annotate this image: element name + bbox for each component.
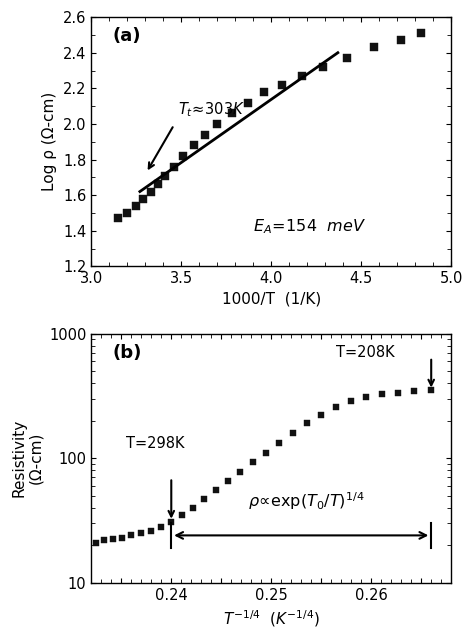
Text: T=298K: T=298K xyxy=(126,436,185,451)
Text: $T_t\!\approx\!303K$: $T_t\!\approx\!303K$ xyxy=(178,100,245,118)
Y-axis label: Log ρ (Ω-cm): Log ρ (Ω-cm) xyxy=(42,92,57,191)
Text: (b): (b) xyxy=(113,344,142,362)
X-axis label: 1000/T  (1/K): 1000/T (1/K) xyxy=(222,292,321,307)
Text: $\rho\!\propto\!\exp(T_0/T)^{1/4}$: $\rho\!\propto\!\exp(T_0/T)^{1/4}$ xyxy=(248,490,365,512)
Text: (a): (a) xyxy=(113,27,141,45)
X-axis label: $T^{-1/4}$  $(K^{-1/4})$: $T^{-1/4}$ $(K^{-1/4})$ xyxy=(223,608,320,629)
Y-axis label: Resistivity
(Ω-cm): Resistivity (Ω-cm) xyxy=(11,419,44,497)
Text: T=208K: T=208K xyxy=(336,346,395,360)
Text: $E_A\!=\!154\ \ meV$: $E_A\!=\!154\ \ meV$ xyxy=(253,218,366,236)
